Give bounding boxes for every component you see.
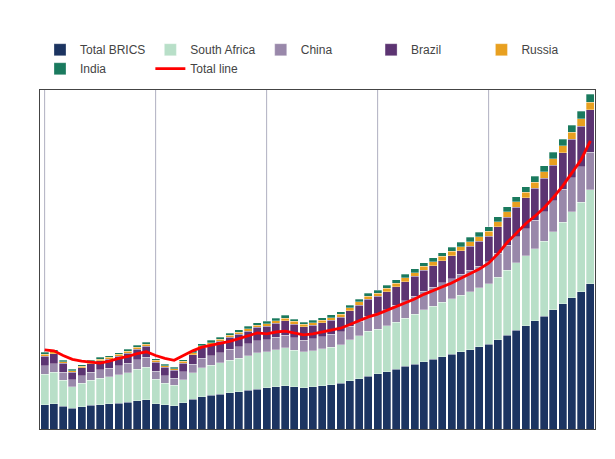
svg-text:Russia: Russia xyxy=(521,43,558,57)
svg-text:China: China xyxy=(301,43,333,57)
svg-text:Total line: Total line xyxy=(190,62,238,76)
svg-text:Brazil: Brazil xyxy=(411,43,441,57)
svg-text:Total BRICS: Total BRICS xyxy=(80,43,145,57)
svg-text:India: India xyxy=(80,62,106,76)
svg-text:South Africa: South Africa xyxy=(190,43,255,57)
